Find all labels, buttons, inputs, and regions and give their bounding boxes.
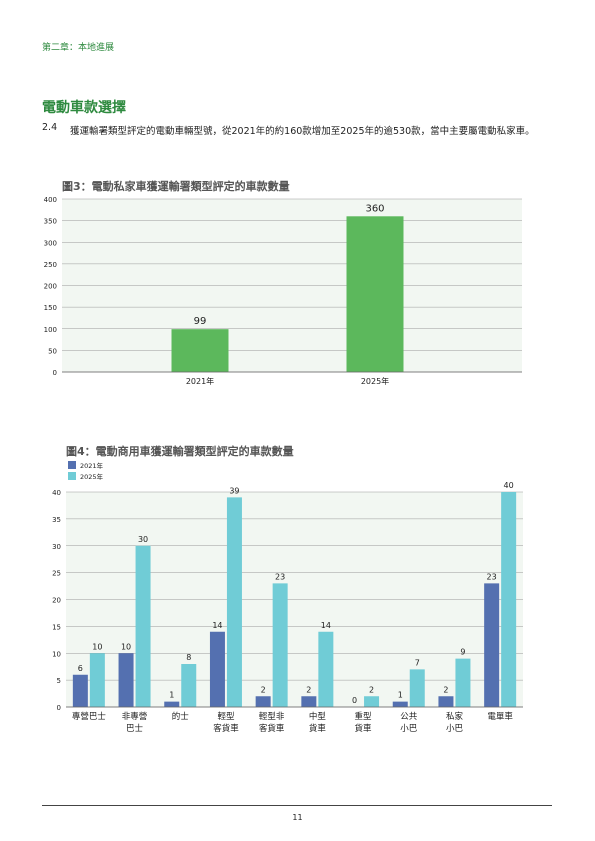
y-tick-label: 50 [48, 347, 57, 355]
figure4-chart: 05101520253035402021年2025年610專營巴士1030非專營… [52, 461, 523, 734]
data-label: 40 [504, 481, 514, 490]
data-label: 2 [261, 685, 266, 694]
bar [346, 216, 404, 372]
x-tick-label: 2025年 [361, 376, 389, 386]
legend-swatch [68, 461, 76, 469]
y-tick-label: 25 [52, 570, 61, 578]
bar [171, 329, 229, 372]
bar [409, 669, 425, 707]
data-label: 2 [369, 685, 374, 694]
data-label: 1 [398, 691, 403, 700]
x-tick-label: 小巴 [400, 723, 418, 734]
y-tick-label: 400 [44, 196, 57, 204]
legend-swatch [68, 472, 76, 480]
y-tick-label: 5 [57, 677, 61, 685]
data-label: 6 [78, 664, 83, 673]
y-tick-label: 200 [44, 283, 57, 291]
x-tick-label: 巴士 [126, 723, 144, 734]
x-tick-label: 2021年 [186, 376, 214, 386]
y-tick-label: 30 [52, 543, 61, 551]
y-tick-label: 40 [52, 489, 61, 497]
y-tick-label: 250 [44, 261, 57, 269]
data-label: 9 [460, 648, 465, 657]
bar [164, 701, 180, 707]
x-tick-label: 電單車 [487, 711, 513, 722]
y-tick-label: 0 [57, 704, 61, 712]
x-tick-label: 非專營 [122, 711, 148, 722]
y-tick-label: 10 [52, 650, 61, 658]
y-tick-label: 0 [53, 369, 57, 377]
x-tick-label: 專營巴士 [72, 711, 107, 722]
data-label: 7 [415, 658, 420, 667]
bar [392, 701, 408, 707]
x-tick-label: 私家 [446, 711, 464, 722]
x-tick-label: 輕型非 [259, 711, 285, 722]
data-label: 23 [275, 572, 285, 581]
data-label: 39 [229, 486, 239, 495]
bar [301, 696, 317, 707]
data-label: 14 [321, 621, 331, 630]
x-tick-label: 公共 [400, 712, 418, 722]
y-tick-label: 35 [52, 516, 61, 524]
bar [501, 492, 517, 707]
data-label: 23 [487, 572, 497, 581]
paragraph-number: 2.4 [42, 122, 58, 133]
section-title: 電動車款選擇 [42, 100, 126, 116]
bar [226, 497, 242, 707]
data-label: 14 [212, 621, 222, 630]
bar [135, 545, 151, 707]
bar [364, 696, 380, 707]
bar [118, 653, 134, 707]
x-tick-label: 的士 [172, 711, 190, 722]
bar [89, 653, 105, 707]
paragraph-text: 獲運輸署類型評定的電動車輛型號，從2021年的約160款增加至2025年的逾53… [70, 126, 535, 137]
bar [318, 631, 334, 707]
data-label: 1 [169, 691, 174, 700]
figure3-title: 圖3：電動私家車獲運輸署類型評定的車款數量 [62, 180, 290, 193]
y-tick-label: 100 [44, 326, 57, 334]
bar [181, 664, 197, 707]
legend-label: 2021年 [80, 461, 104, 470]
data-label: 360 [365, 203, 384, 214]
chapter-header: 第二章：本地進展 [42, 43, 115, 53]
footer-divider [42, 805, 552, 806]
x-tick-label: 貨車 [309, 723, 327, 734]
x-tick-label: 客貨車 [259, 723, 285, 734]
x-tick-label: 輕型 [217, 712, 235, 722]
x-tick-label: 客貨車 [213, 723, 239, 734]
x-tick-label: 貨車 [355, 723, 373, 734]
data-label: 10 [92, 642, 102, 651]
figure3-chart: 0 50 100 150 200 250 300 350 400 99 2021年 360 2025年 [44, 196, 522, 386]
y-tick-label: 150 [44, 304, 57, 312]
bar [209, 631, 225, 707]
data-label: 2 [306, 685, 311, 694]
data-label: 30 [138, 535, 148, 544]
bar [438, 696, 454, 707]
figure4-title: 圖4：電動商用車獲運輸署類型評定的車款數量 [66, 445, 294, 458]
y-tick-label: 350 [44, 218, 57, 226]
y-tick-label: 15 [52, 623, 61, 631]
data-label: 8 [186, 653, 191, 662]
x-tick-label: 小巴 [446, 723, 464, 734]
bar [272, 583, 288, 707]
data-label: 10 [121, 642, 131, 651]
y-tick-label: 300 [44, 239, 57, 247]
x-tick-label: 重型 [355, 711, 373, 722]
page-number: 11 [292, 813, 303, 822]
x-tick-label: 中型 [309, 711, 327, 722]
bar [72, 674, 88, 707]
y-tick-label: 20 [52, 597, 61, 605]
data-label: 0 [352, 696, 357, 705]
bar [255, 696, 271, 707]
data-label: 99 [194, 316, 207, 327]
bar [455, 658, 471, 707]
legend-label: 2025年 [80, 472, 104, 481]
data-label: 2 [443, 685, 448, 694]
bar [484, 583, 500, 707]
